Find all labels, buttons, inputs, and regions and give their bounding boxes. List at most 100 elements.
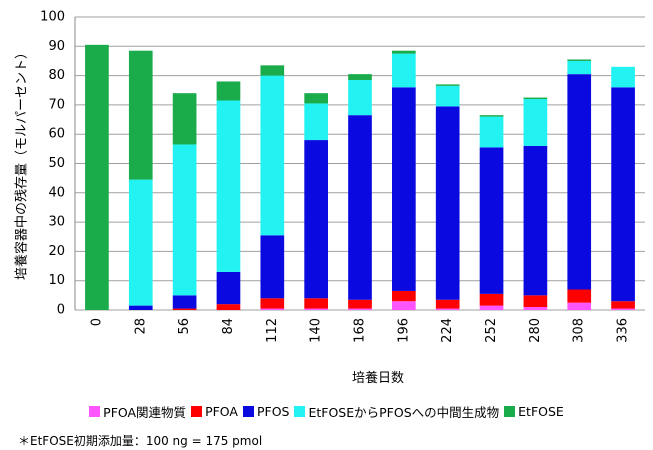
legend-label: PFOA: [205, 404, 238, 419]
legend-swatch: [504, 406, 516, 417]
bar-segment: [260, 308, 285, 310]
legend-swatch: [89, 406, 101, 417]
bar-segment: [260, 235, 285, 299]
y-tick-label: 60: [48, 127, 65, 142]
x-tick-label: 252: [484, 318, 499, 343]
y-tick-label: 40: [48, 185, 65, 200]
x-tick-label: 112: [265, 318, 280, 343]
bar-segment: [435, 84, 460, 86]
y-tick-label: 70: [48, 97, 65, 112]
bar-segment: [216, 271, 241, 305]
bar-segment: [435, 106, 460, 300]
x-tick-label: 224: [440, 318, 455, 343]
bar-segment: [348, 308, 372, 310]
bar-segment: [304, 308, 328, 310]
bar-segment: [611, 308, 635, 310]
bar-segment: [567, 289, 592, 303]
bar-segment: [348, 79, 372, 116]
bar-segment: [128, 179, 153, 306]
y-tick-label: 80: [48, 68, 65, 83]
bar-segment: [479, 293, 504, 306]
bar-segment: [216, 81, 241, 101]
x-tick-label: 0: [89, 318, 104, 326]
legend-label: EtFOSE: [518, 404, 564, 419]
bar-segment: [172, 295, 197, 309]
x-tick-label: 28: [133, 318, 148, 335]
bar-segment: [172, 308, 197, 310]
bar-segment: [304, 103, 328, 141]
bar-segment: [523, 145, 548, 296]
bar-segment: [567, 302, 592, 310]
bar-segment: [523, 99, 548, 146]
bar-segment: [567, 74, 592, 290]
bar-segment: [216, 100, 241, 272]
bar-segment: [523, 97, 548, 100]
legend-item: PFOA: [191, 404, 238, 419]
legend-item: EtFOSE: [504, 404, 564, 419]
bar-segment: [479, 147, 504, 294]
bar-segment: [611, 87, 635, 302]
bar-segment: [304, 93, 328, 104]
x-tick-label: 84: [221, 318, 236, 335]
bar-segment: [479, 116, 504, 148]
bar-segment: [392, 53, 416, 88]
y-tick-label: 0: [57, 303, 65, 318]
y-tick-label: 20: [48, 244, 65, 259]
x-tick-label: 308: [572, 318, 587, 343]
legend-swatch: [242, 406, 254, 417]
bar-segment: [260, 65, 285, 76]
bar-segment: [523, 295, 548, 308]
legend-label: PFOA関連物質: [103, 405, 187, 420]
bar-segment: [172, 144, 197, 296]
legend-item: PFOS: [242, 404, 290, 419]
bar-segment: [304, 140, 328, 299]
footnote: ＊EtFOSE初期添加量：100 ng = 175 pmol: [18, 434, 263, 448]
y-tick-label: 10: [48, 273, 65, 288]
legend-label: EtFOSEからPFOSへの中間生成物: [308, 405, 500, 420]
x-tick-label: 56: [177, 318, 192, 335]
bar-segment: [611, 301, 635, 309]
chart: 培養日数 培養容器中の残存量（モルパーセント） 0 10 20 30 40 50 60 70 8…: [14, 10, 645, 386]
bar-segment: [348, 74, 372, 80]
bar-segment: [523, 307, 548, 310]
y-axis-title: 培養容器中の残存量（モルパーセント）: [14, 46, 30, 280]
legend-item: EtFOSEからPFOSへの中間生成物: [294, 402, 499, 421]
y-tick-label: 100: [40, 10, 65, 25]
bar-segment: [348, 115, 372, 300]
bar-segment: [392, 301, 416, 310]
x-tick-label: 140: [309, 318, 324, 343]
x-tick-label: 196: [396, 318, 411, 343]
bar-segment: [348, 299, 372, 309]
bar-segment: [392, 87, 416, 291]
bar-segment: [260, 298, 285, 309]
bar-segment: [392, 290, 416, 302]
y-tick-label: 50: [48, 156, 65, 171]
bar-segment: [567, 60, 592, 75]
bar-segment: [611, 66, 635, 88]
bar-segment: [567, 59, 592, 61]
y-tick-label: 30: [48, 215, 65, 230]
bar-segment: [304, 298, 328, 309]
bar-segment: [172, 93, 197, 145]
bar-segment: [479, 305, 504, 310]
legend-label: PFOS: [256, 404, 290, 419]
x-tick-label: 168: [353, 318, 368, 343]
legend-swatch: [191, 406, 203, 417]
legend-swatch: [294, 406, 306, 417]
bar-segment: [479, 115, 504, 117]
bar-segment: [128, 50, 153, 180]
bar-segment: [435, 85, 460, 107]
x-tick-label: 336: [616, 318, 631, 343]
bar-segment: [435, 299, 460, 309]
bar-segment: [392, 50, 416, 54]
x-axis-title: 培養日数: [352, 370, 404, 386]
bar-segment: [128, 305, 153, 310]
bar-segment: [260, 75, 285, 236]
bar-segment: [435, 308, 460, 310]
x-tick-label: 280: [528, 318, 543, 343]
legend: PFOA関連物質 PFOA PFOS EtFOSEからPFOSへの中間生成物 EtFOS…: [0, 402, 653, 421]
bar-segment: [85, 44, 109, 311]
y-tick-label: 90: [48, 39, 65, 54]
bar-segment: [216, 304, 241, 310]
